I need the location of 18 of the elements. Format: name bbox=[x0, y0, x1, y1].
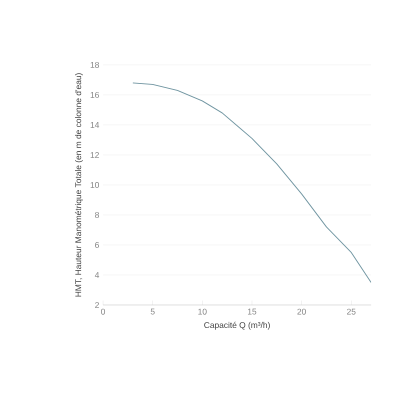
x-tick-label: 0 bbox=[101, 308, 106, 315]
y-tick-label: 12 bbox=[90, 152, 99, 158]
y-tick-label: 10 bbox=[90, 182, 100, 188]
y-tick-label: 16 bbox=[90, 92, 99, 98]
y-tick-label: 18 bbox=[90, 62, 99, 68]
y-tick-label: 14 bbox=[90, 122, 100, 128]
line-series bbox=[132, 82, 372, 283]
x-tick-label: 25 bbox=[347, 308, 356, 315]
y-tick-label: 2 bbox=[95, 302, 99, 308]
x-axis-title: Capacité Q (m³/h) bbox=[204, 322, 270, 330]
x-tick-label: 15 bbox=[248, 308, 256, 315]
y-axis-title: HMT, Hauteur Manométrique Totale (en m de colonne d'eau) bbox=[74, 73, 83, 297]
y-tick-label: 8 bbox=[95, 212, 99, 218]
y-tick-label: 6 bbox=[95, 242, 99, 248]
x-tick-label: 5 bbox=[150, 308, 155, 315]
x-tick-label: 10 bbox=[198, 308, 207, 315]
x-tick-label: 20 bbox=[297, 308, 306, 315]
y-tick-label: 4 bbox=[94, 272, 100, 278]
